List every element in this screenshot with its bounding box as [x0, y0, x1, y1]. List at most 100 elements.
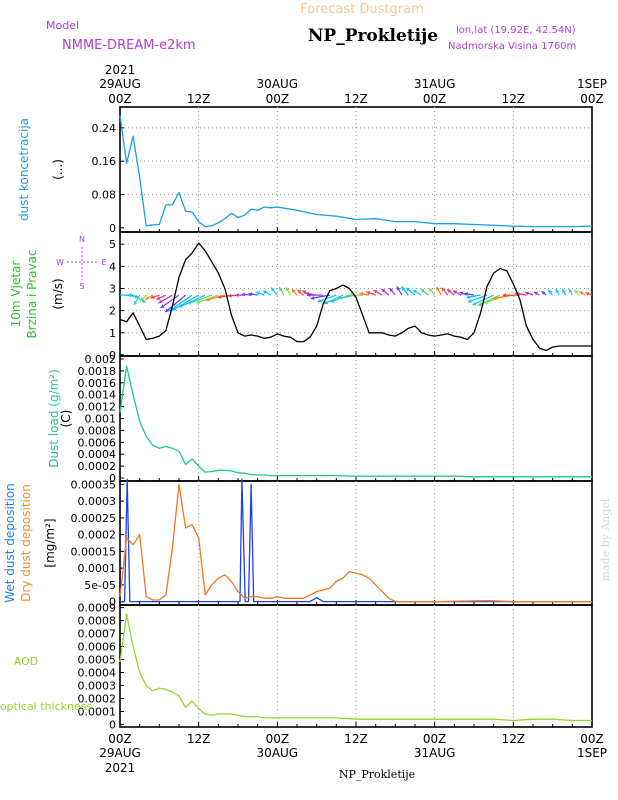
wind-arrow [164, 294, 186, 313]
top-tick-hour: 12Z [344, 92, 368, 106]
wind-arrow-head [172, 306, 177, 311]
compass-rose: N S W E [56, 235, 106, 291]
wind-arrow-head [533, 291, 538, 296]
wind-arrow-head [348, 293, 353, 298]
y-tick-label: 0.0005 [78, 654, 117, 667]
wind-arrow-head [478, 302, 483, 306]
y-axis-label-2: optical thickness [0, 700, 92, 713]
wind-arrow-head [255, 291, 260, 296]
y-tick-label: 0.0014 [78, 389, 117, 402]
wind-arrow-head [381, 289, 386, 293]
wind-arrow-head [568, 289, 573, 294]
wind-arrow-head [160, 304, 165, 309]
chart-panels: 0 0.08 0.16 0.24 dust koncetracija (...) 0 1 2 3 4… [0, 106, 593, 731]
y-tick-label: 0.0002 [78, 692, 117, 705]
wind-arrow-head [248, 292, 253, 296]
wind-arrow-head [133, 301, 138, 306]
panel-frame [119, 355, 593, 482]
wind-arrow-head [262, 290, 267, 295]
y-tick-label: 0.16 [92, 155, 117, 168]
wind-arrow-head [412, 290, 417, 294]
panel-frame [119, 106, 593, 233]
bottom-tick-hour: 12Z [187, 732, 211, 746]
product-title: Forecast Dustgram [300, 2, 424, 17]
wind-arrow-head [140, 297, 145, 302]
y-tick-label: 3 [109, 282, 116, 295]
wind-arrow-head [179, 303, 184, 308]
lonlat-label: lon,lat (19.92E, 42.54N) [456, 25, 576, 36]
top-tick-hour: 00Z [108, 92, 132, 106]
wind-arrow-head [492, 296, 497, 301]
series-line-1 [119, 242, 592, 352]
y-axis-label: Dust load (g/m²) [47, 369, 61, 468]
bottom-tick-hour: 00Z [580, 732, 604, 746]
y-tick-label: 0.00025 [71, 512, 117, 525]
model-name: NMME-DREAM-e2km [62, 38, 196, 53]
y-tick-label: 0.0006 [78, 641, 117, 654]
bottom-tick-hour: 00Z [423, 732, 447, 746]
wind-arrow-head [156, 296, 161, 300]
wind-arrow-head [302, 290, 307, 295]
y-tick-label: 0.0003 [78, 495, 117, 508]
y-tick-label: 0.0001 [78, 705, 117, 718]
wind-arrow-head [472, 301, 477, 306]
wind-arrow-head [217, 295, 222, 299]
top-tick-hour: 00Z [266, 92, 290, 106]
compass-w: W [56, 258, 64, 267]
panel-3: 00.00020.00040.00060.00080.0010.00120.00… [47, 353, 593, 485]
y-tick-label: 0.0012 [78, 401, 117, 414]
wind-arrow-head [420, 289, 425, 293]
compass-s: S [79, 282, 84, 291]
y-tick-label: 0.0004 [78, 448, 117, 461]
y-tick-label: 0.0004 [78, 666, 117, 679]
compass-n: N [79, 235, 85, 244]
y-axis-unit: (C) [59, 410, 73, 428]
credit-label: made by Angel [599, 498, 612, 581]
wind-arrow-head [187, 300, 192, 305]
compass-e: E [101, 258, 106, 267]
wind-arrow-head [401, 286, 406, 291]
wind-arrow-head [447, 289, 452, 293]
series-line-1 [119, 613, 592, 722]
series-line-1 [119, 365, 592, 478]
panel-1: 0 0.08 0.16 0.24 dust koncetracija (...) [17, 106, 593, 235]
wind-arrow-head [562, 289, 566, 294]
wind-arrow-head [548, 289, 553, 294]
wind-arrows [120, 286, 593, 313]
top-tick-hour: 12Z [502, 92, 526, 106]
y-axis-unit: (...) [51, 159, 65, 180]
model-label: Model [46, 19, 79, 32]
y-tick-label: 1 [109, 327, 116, 340]
wind-arrow-head [453, 290, 458, 295]
wind-arrow-head [306, 293, 311, 298]
panel-4: 0 5e-05 0.0001 0.00015 0.0002 0.00025 0.0003 0.… [3, 478, 593, 609]
y-tick-label: 0.0006 [78, 436, 117, 449]
wind-arrow-head [484, 300, 489, 304]
wind-arrow-head [150, 295, 155, 299]
y-tick-label: 0.0003 [78, 679, 117, 692]
wind-arrow-head [406, 287, 411, 292]
wind-arrow-head [555, 289, 560, 294]
wind-arrow-head [389, 288, 394, 292]
wind-arrow-head [585, 292, 590, 296]
station-title: NP_Prokletije [308, 26, 438, 46]
wind-arrow-head [525, 291, 529, 296]
bottom-tick-date: 29AUG [99, 746, 141, 760]
wind-arrow-head [579, 291, 584, 296]
y-tick-label: 0.001 [85, 413, 117, 426]
y-tick-label: 0.0008 [78, 615, 117, 628]
wind-arrow-head [428, 288, 433, 292]
wind-arrow [477, 294, 501, 307]
wind-arrow-head [241, 292, 246, 297]
series-line-2 [119, 483, 592, 603]
wind-arrow-head [574, 289, 579, 294]
y-axis-unit: [mg/m²] [43, 518, 57, 567]
y-tick-label: 0.0001 [78, 562, 117, 575]
wind-arrow-head [285, 287, 290, 292]
y-tick-label: 0 [109, 718, 116, 731]
top-tick-year: 2021 [105, 63, 136, 77]
wind-arrow-head [310, 295, 315, 300]
y-tick-label: 0.0016 [78, 377, 117, 390]
